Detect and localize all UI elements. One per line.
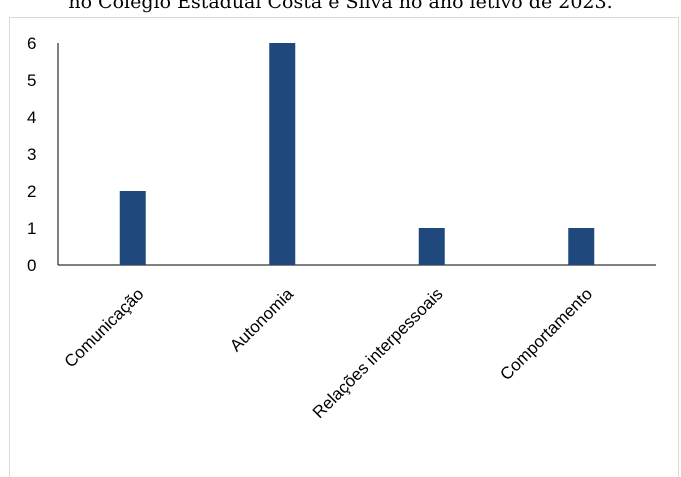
y-tick-label: 5 [27, 71, 36, 90]
category-label: Comportamento [496, 284, 596, 384]
chart-frame [9, 17, 679, 477]
y-tick-labels: 0 1 2 3 4 5 6 [27, 34, 36, 275]
y-tick-label: 3 [27, 145, 36, 164]
bars [119, 43, 595, 265]
y-tick-label: 1 [27, 219, 36, 238]
category-label: Autonomia [226, 284, 297, 355]
category-labels: Comunicação Autonomia Relações interpessoa… [61, 284, 596, 422]
bar [119, 191, 146, 265]
y-tick-label: 2 [27, 182, 36, 201]
y-tick-label: 0 [27, 256, 36, 275]
y-tick-label: 4 [27, 108, 36, 127]
y-tick-label: 6 [27, 34, 36, 53]
category-label: Comunicação [61, 284, 148, 371]
chart-title: no Colégio Estadual Costa e Silva no ano… [68, 0, 613, 13]
bar [418, 228, 445, 265]
category-label: Relações interpessoais [309, 284, 447, 422]
bar [269, 43, 296, 265]
bar [568, 228, 595, 265]
